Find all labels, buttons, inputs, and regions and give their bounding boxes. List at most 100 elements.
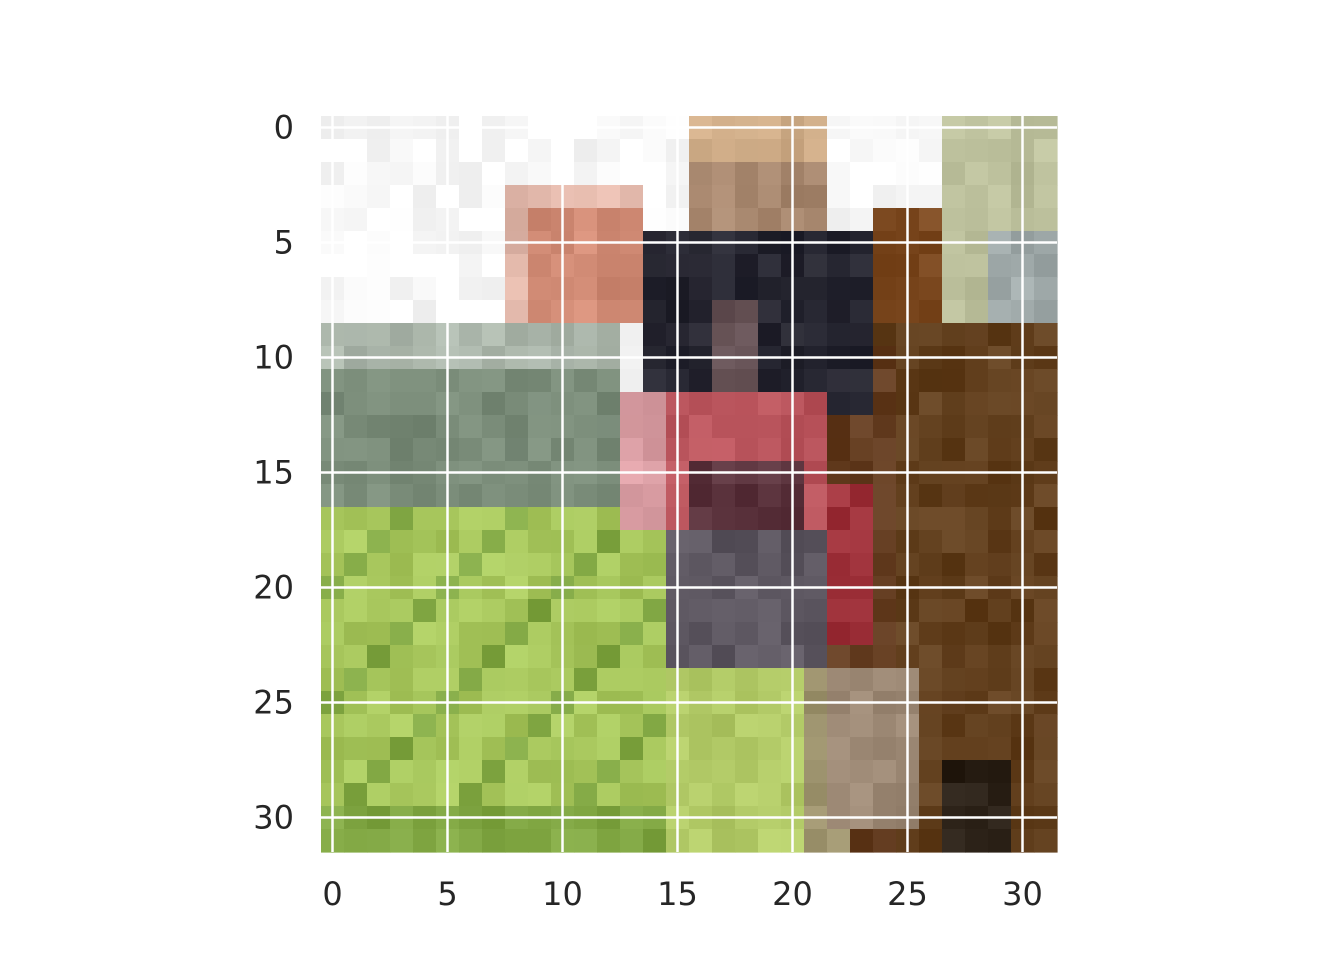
image-pixel — [735, 599, 759, 623]
image-pixel — [758, 645, 782, 669]
image-pixel — [689, 553, 713, 577]
image-pixel — [413, 484, 437, 508]
image-pixel — [735, 645, 759, 669]
image-pixel — [413, 622, 437, 646]
image-pixel — [528, 737, 552, 761]
image-pixel — [1034, 139, 1058, 163]
image-pixel — [620, 254, 644, 278]
image-pixel — [873, 300, 897, 324]
image-pixel — [712, 323, 736, 347]
image-pixel — [459, 277, 483, 301]
image-pixel — [689, 714, 713, 738]
image-pixel — [643, 622, 667, 646]
image-pixel — [390, 714, 414, 738]
image-pixel — [390, 760, 414, 784]
image-pixel — [597, 530, 621, 554]
image-pixel — [827, 139, 851, 163]
image-pixel — [712, 392, 736, 416]
image-pixel — [528, 760, 552, 784]
x-tick-label: 10 — [542, 875, 583, 913]
image-pixel — [712, 415, 736, 439]
image-pixel — [528, 668, 552, 692]
image-pixel — [597, 829, 621, 853]
image-pixel — [528, 507, 552, 531]
image-pixel — [850, 530, 874, 554]
image-pixel — [344, 599, 368, 623]
image-pixel — [827, 645, 851, 669]
image-pixel — [827, 369, 851, 393]
image-pixel — [620, 599, 644, 623]
image-pixel — [735, 392, 759, 416]
image-pixel — [712, 438, 736, 462]
image-pixel — [413, 668, 437, 692]
image-pixel — [413, 737, 437, 761]
image-pixel — [459, 415, 483, 439]
image-pixel — [367, 553, 391, 577]
image-pixel — [758, 208, 782, 232]
image-pixel — [505, 392, 529, 416]
image-pixel — [505, 369, 529, 393]
image-pixel — [919, 392, 943, 416]
image-pixel — [505, 530, 529, 554]
image-pixel — [574, 392, 598, 416]
image-pixel — [735, 208, 759, 232]
image-pixel — [1034, 323, 1058, 347]
image-pixel — [367, 507, 391, 531]
image-pixel — [505, 622, 529, 646]
image-pixel — [942, 438, 966, 462]
image-pixel — [735, 829, 759, 853]
image-pixel — [804, 829, 828, 853]
image-pixel — [643, 484, 667, 508]
image-pixel — [413, 507, 437, 531]
x-tick-label: 25 — [887, 875, 928, 913]
image-pixel — [390, 277, 414, 301]
image-pixel — [620, 645, 644, 669]
image-pixel — [367, 668, 391, 692]
image-pixel — [712, 714, 736, 738]
image-pixel — [712, 829, 736, 853]
image-pixel — [413, 645, 437, 669]
image-pixel — [620, 369, 644, 393]
image-pixel — [689, 599, 713, 623]
image-pixel — [712, 162, 736, 186]
image-pixel — [735, 507, 759, 531]
image-pixel — [528, 645, 552, 669]
image-pixel — [758, 254, 782, 278]
image-pixel — [505, 300, 529, 324]
image-pixel — [1034, 162, 1058, 186]
image-pixel — [643, 162, 667, 186]
image-pixel — [804, 783, 828, 807]
image-pixel — [597, 415, 621, 439]
image-pixel — [597, 208, 621, 232]
image-pixel — [919, 737, 943, 761]
image-pixel — [390, 622, 414, 646]
image-pixel — [758, 438, 782, 462]
image-pixel — [597, 369, 621, 393]
image-pixel — [643, 208, 667, 232]
image-pixel — [988, 760, 1012, 784]
image-pixel — [482, 254, 506, 278]
image-pixel — [1034, 668, 1058, 692]
image-pixel — [942, 208, 966, 232]
image-pixel — [988, 369, 1012, 393]
image-pixel — [643, 323, 667, 347]
image-pixel — [390, 415, 414, 439]
image-pixel — [620, 392, 644, 416]
image-pixel — [850, 737, 874, 761]
image-pixel — [482, 323, 506, 347]
image-pixel — [965, 162, 989, 186]
image-pixel — [344, 760, 368, 784]
image-pixel — [482, 760, 506, 784]
image-pixel — [367, 783, 391, 807]
image-pixel — [850, 507, 874, 531]
image-pixel — [597, 714, 621, 738]
image-pixel — [988, 438, 1012, 462]
image-pixel — [850, 599, 874, 623]
image-pixel — [1034, 622, 1058, 646]
image-pixel — [413, 415, 437, 439]
image-pixel — [482, 553, 506, 577]
image-pixel — [758, 415, 782, 439]
image-pixel — [942, 760, 966, 784]
image-pixel — [597, 622, 621, 646]
image-pixel — [919, 162, 943, 186]
